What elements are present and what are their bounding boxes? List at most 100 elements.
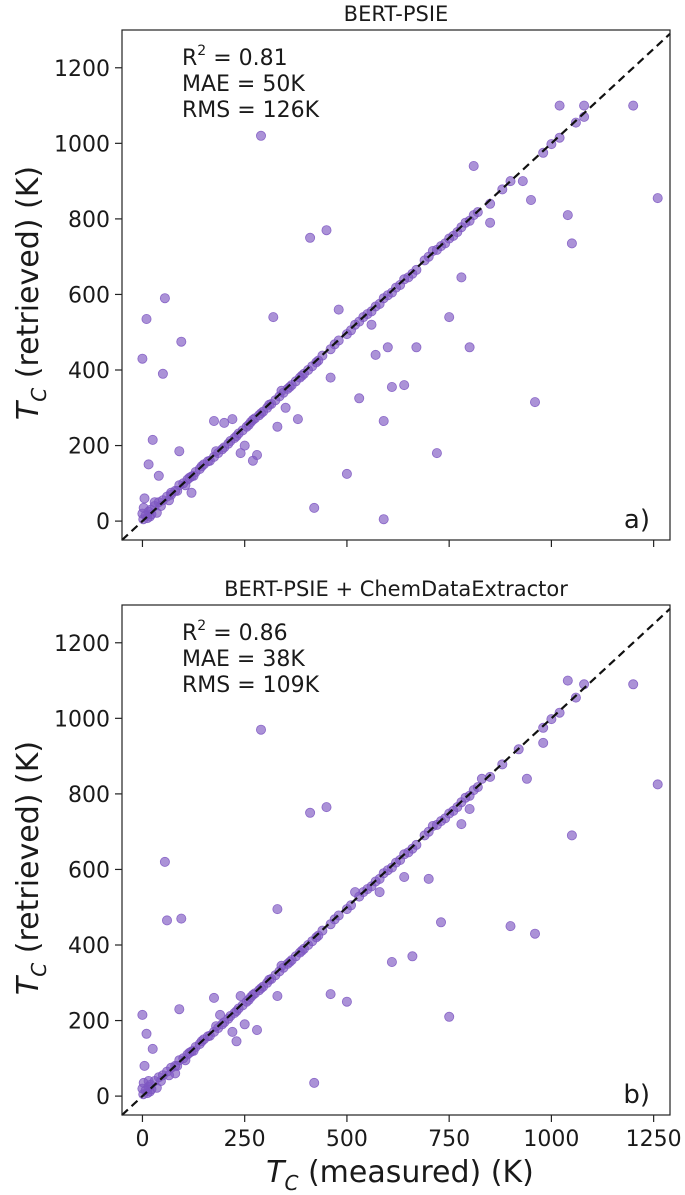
identity-diagonal-line <box>121 32 671 541</box>
data-point-126 <box>652 193 663 204</box>
data-point-141 <box>325 919 336 930</box>
y-tick-label-3: 600 <box>68 283 110 308</box>
data-point-82 <box>227 1026 238 1037</box>
data-point-106 <box>505 921 516 932</box>
data-point-148 <box>403 847 414 858</box>
data-point-110 <box>411 342 422 353</box>
data-points <box>137 100 663 525</box>
data-point-103 <box>366 319 377 330</box>
x-axis-label: TC (measured) (K) <box>266 1155 534 1195</box>
y-tick-label-1: 200 <box>68 1010 110 1035</box>
data-point-121 <box>155 1076 166 1087</box>
data-point-80 <box>174 446 185 457</box>
stat-r2-prefix: R <box>182 621 197 646</box>
data-point-123 <box>172 1060 183 1071</box>
data-point-76 <box>153 470 164 481</box>
data-point-85 <box>239 1019 250 1030</box>
data-point-96 <box>309 502 320 513</box>
data-point-78 <box>159 293 170 304</box>
data-point-125 <box>628 100 639 111</box>
data-point-122 <box>566 238 577 249</box>
data-point-99 <box>333 304 344 315</box>
data-point-153 <box>325 344 336 355</box>
data-point-77 <box>157 368 168 379</box>
data-point-115 <box>468 160 479 171</box>
y-tick-label-3: 600 <box>68 858 110 883</box>
data-point-71 <box>139 1060 150 1071</box>
data-point-66 <box>538 147 549 158</box>
data-point-75 <box>159 856 170 867</box>
data-point-80 <box>208 992 219 1003</box>
stat-rms: RMS = 109K <box>182 673 320 698</box>
data-point-88 <box>272 904 283 915</box>
data-point-89 <box>251 449 262 460</box>
data-point-70 <box>137 353 148 364</box>
stat-r2: R2 = 0.81 <box>182 43 288 71</box>
data-point-130 <box>217 1019 228 1030</box>
data-point-85 <box>227 414 238 425</box>
y-tick-label-2: 400 <box>68 934 110 959</box>
data-point-84 <box>235 991 246 1002</box>
data-point-135 <box>172 485 183 496</box>
data-point-83 <box>231 1036 242 1047</box>
data-point-90 <box>305 807 316 818</box>
data-point-133 <box>155 500 166 511</box>
data-point-91 <box>268 312 279 323</box>
data-point-104 <box>464 804 475 815</box>
data-point-140 <box>313 930 324 941</box>
data-point-142 <box>217 444 228 455</box>
panel-title: BERT-PSIE + ChemDataExtractor <box>224 577 568 601</box>
data-point-135 <box>255 983 266 994</box>
data-point-113 <box>456 272 467 283</box>
y-axis-label-a: TC (retrieved) (K) <box>11 166 51 420</box>
data-point-107 <box>521 773 532 784</box>
data-point-121 <box>562 210 573 221</box>
data-point-68 <box>554 132 565 143</box>
x-tick-label-3: 750 <box>428 1127 470 1152</box>
data-point-91 <box>309 1077 320 1088</box>
y-tick-label-1: 200 <box>68 435 110 460</box>
data-point-165 <box>452 227 463 238</box>
data-point-72 <box>141 1028 152 1039</box>
panel-title: BERT-PSIE <box>344 2 449 26</box>
data-point-109 <box>538 737 549 748</box>
data-point-149 <box>411 839 422 850</box>
data-point-109 <box>399 380 410 391</box>
y-tick-label-0: 0 <box>96 510 110 535</box>
data-point-138 <box>188 470 199 481</box>
data-point-119 <box>530 397 541 408</box>
identity-diagonal-line <box>121 607 671 1116</box>
data-point-108 <box>386 381 397 392</box>
plot-frame <box>121 604 671 1116</box>
data-point-157 <box>366 306 377 317</box>
data-point-69 <box>570 692 581 703</box>
data-point-104 <box>370 349 381 360</box>
data-point-92 <box>272 421 283 432</box>
data-point-116 <box>485 217 496 228</box>
data-point-87 <box>255 724 266 735</box>
y-axis-label-b: TC (retrieved) (K) <box>11 741 51 995</box>
data-point-153 <box>452 802 463 813</box>
data-point-81 <box>176 336 187 347</box>
data-point-144 <box>231 431 242 442</box>
data-point-128 <box>204 1030 215 1041</box>
data-point-118 <box>526 194 537 205</box>
data-point-93 <box>280 402 291 413</box>
data-point-147 <box>395 855 406 866</box>
data-point-93 <box>325 989 336 1000</box>
y-tick-label-2: 400 <box>68 359 110 384</box>
data-point-95 <box>305 232 316 243</box>
y-tick-label-5: 1000 <box>54 132 110 157</box>
data-point-113 <box>628 679 639 690</box>
data-point-114 <box>652 779 663 790</box>
data-point-94 <box>292 414 303 425</box>
data-point-98 <box>399 872 410 883</box>
data-point-110 <box>562 675 573 686</box>
data-point-92 <box>321 802 332 813</box>
data-point-112 <box>444 312 455 323</box>
data-point-151 <box>296 370 307 381</box>
data-point-108 <box>530 928 541 939</box>
data-point-106 <box>378 415 389 426</box>
data-point-79 <box>176 913 187 924</box>
data-point-146 <box>386 862 397 873</box>
